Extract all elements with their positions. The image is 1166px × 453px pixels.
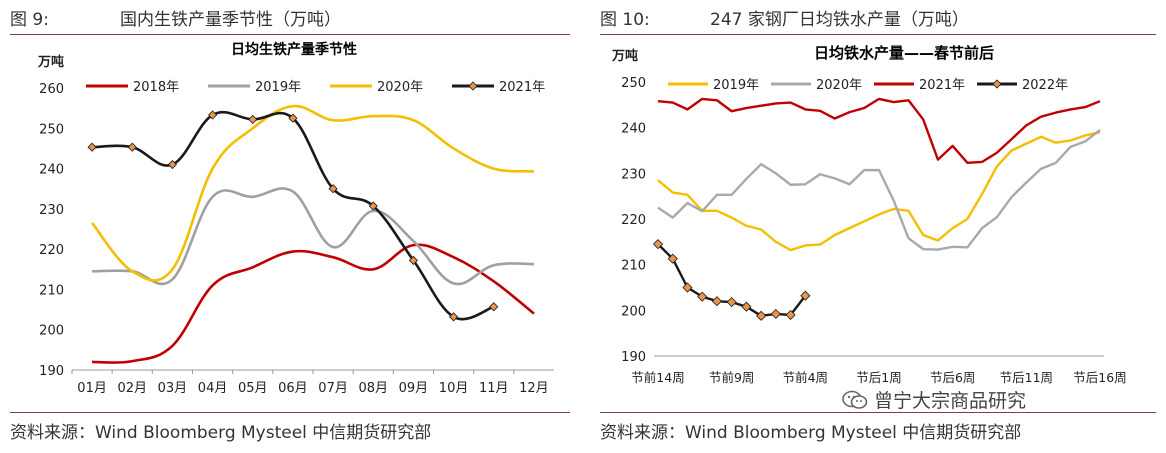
y-tick-label: 240 [39,163,64,178]
chart-title: 日均生铁产量季节性 [231,41,357,58]
x-tick-label: 节后11周 [1000,370,1053,385]
legend-label: 2022年 [1022,78,1068,93]
data-point [667,253,678,264]
figure-10-header: 图 10: 247 家钢厂日均铁水产量（万吨） [600,0,1156,35]
data-point [408,255,418,265]
figure-10-source: 资料来源：Wind Bloomberg Mysteel 中信期货研究部 [600,412,1156,447]
legend-marker [468,81,478,91]
data-point [248,114,258,124]
chart-title: 日均铁水产量——春节前后 [814,44,994,62]
legend-marker [992,79,1002,89]
figure-9-source: 资料来源：Wind Bloomberg Mysteel 中信期货研究部 [10,412,570,447]
y-tick-label: 210 [621,259,646,274]
y-tick-label: 220 [621,213,646,228]
data-point [726,297,737,308]
legend-label: 2020年 [377,80,423,95]
data-point [800,290,811,301]
data-point [167,159,177,170]
data-point [127,142,137,152]
figure-title: 247 家钢厂日均铁水产量（万吨） [710,9,969,30]
data-point [711,296,722,307]
x-tick-label: 12月 [519,381,549,396]
pig-iron-seasonality-chart: 日均生铁产量季节性万吨 190 200 210 220 230 240 250 260 2018年… [14,38,566,406]
series-line [657,129,1101,251]
figure-label: 图 10: [600,9,650,30]
y-tick-label: 240 [621,122,646,137]
data-point [288,113,298,123]
y-tick-label: 200 [39,324,64,339]
y-tick-label: 250 [39,122,64,137]
data-point [756,310,767,321]
series-line [657,131,1101,252]
data-point [208,110,218,120]
x-tick-label: 08月 [358,381,388,396]
series-line [92,187,534,286]
source-text: 资料来源：Wind Bloomberg Mysteel 中信期货研究部 [600,422,1022,443]
wechat-icon [842,390,868,410]
legend-label: 2019年 [713,78,759,93]
x-tick-label: 01月 [77,381,107,396]
y-tick-label: 230 [39,203,64,218]
x-tick-label: 节前9周 [709,370,754,385]
data-point [652,239,664,250]
x-tick-label: 节后1周 [856,370,901,385]
y-axis-unit: 万吨 [37,54,64,70]
x-tick-label: 04月 [198,381,228,396]
y-tick-label: 190 [39,364,64,379]
x-tick-label: 节前14周 [631,370,684,385]
data-point [770,308,781,320]
series-line [92,243,535,364]
legend-label: 2018年 [133,80,179,95]
legend-label: 2020年 [816,78,862,93]
chart-svg: 日均铁水产量——春节前后 万吨 190 200 210 220 230 240 250 2019年… [611,44,1127,385]
watermark: 曾宁大宗商品研究 [842,386,1026,413]
x-tick-label: 09月 [399,381,429,396]
legend-label: 2019年 [255,80,301,95]
legend-label: 2021年 [499,80,545,95]
x-tick-label: 07月 [318,381,348,396]
y-tick-label: 260 [39,82,64,97]
y-axis-unit: 万吨 [611,48,638,64]
y-tick-label: 230 [621,167,646,182]
source-text: 资料来源：Wind Bloomberg Mysteel 中信期货研究部 [10,422,432,443]
x-tick-label: 10月 [439,381,469,396]
y-tick-label: 210 [39,283,64,298]
data-point [741,301,752,312]
x-tick-label: 03月 [158,381,188,396]
data-point [87,142,97,152]
watermark-text: 曾宁大宗商品研究 [874,390,1027,412]
legend-label: 2021年 [919,78,965,93]
x-tick-label: 节前4周 [783,370,828,385]
data-point [449,312,459,322]
data-point [785,309,796,320]
data-point [697,291,708,302]
x-tick-label: 05月 [238,381,268,396]
figure-9-header: 图 9: 国内生铁产量季节性（万吨） [10,0,570,35]
y-tick-label: 220 [39,243,64,258]
y-tick-label: 250 [621,76,646,91]
data-point [328,184,338,194]
data-point [489,302,499,312]
series-line [92,110,495,321]
x-tick-label: 02月 [117,381,147,396]
data-point [368,201,378,211]
figure-label: 图 9: [10,9,49,30]
figure-title: 国内生铁产量季节性（万吨） [120,9,341,30]
x-tick-label: 节后6周 [930,370,975,385]
x-tick-label: 节后16周 [1073,370,1126,385]
data-point [682,282,693,293]
y-tick-label: 190 [621,350,646,365]
y-tick-label: 200 [621,304,646,319]
series-line [91,104,535,282]
series-line [657,97,1101,165]
x-tick-label: 06月 [278,381,308,396]
hot-metal-spring-festival-chart: 日均铁水产量——春节前后 万吨 190 200 210 220 230 240 250 2019年… [604,38,1156,406]
x-tick-label: 11月 [479,381,509,396]
